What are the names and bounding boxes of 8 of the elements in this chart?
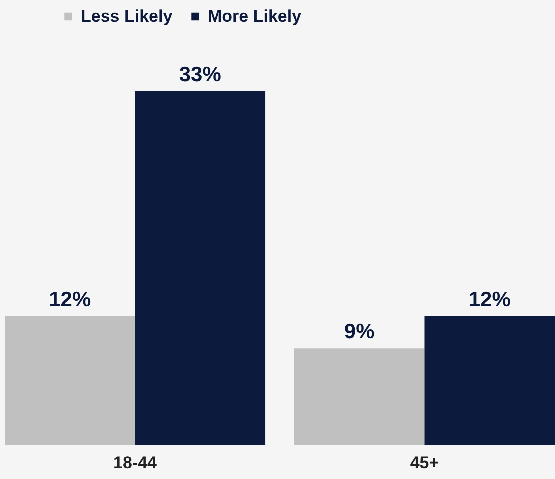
data-label: 12% — [468, 288, 512, 312]
data-label: 9% — [344, 320, 376, 344]
legend-label: Less Likely — [81, 6, 174, 26]
data-label: 12% — [49, 288, 92, 312]
x-tick-label: 18-44 — [114, 454, 158, 472]
legend-label: More Likely — [208, 6, 302, 26]
data-label: 33% — [179, 63, 222, 86]
x-tick-label: 45+ — [410, 454, 440, 472]
